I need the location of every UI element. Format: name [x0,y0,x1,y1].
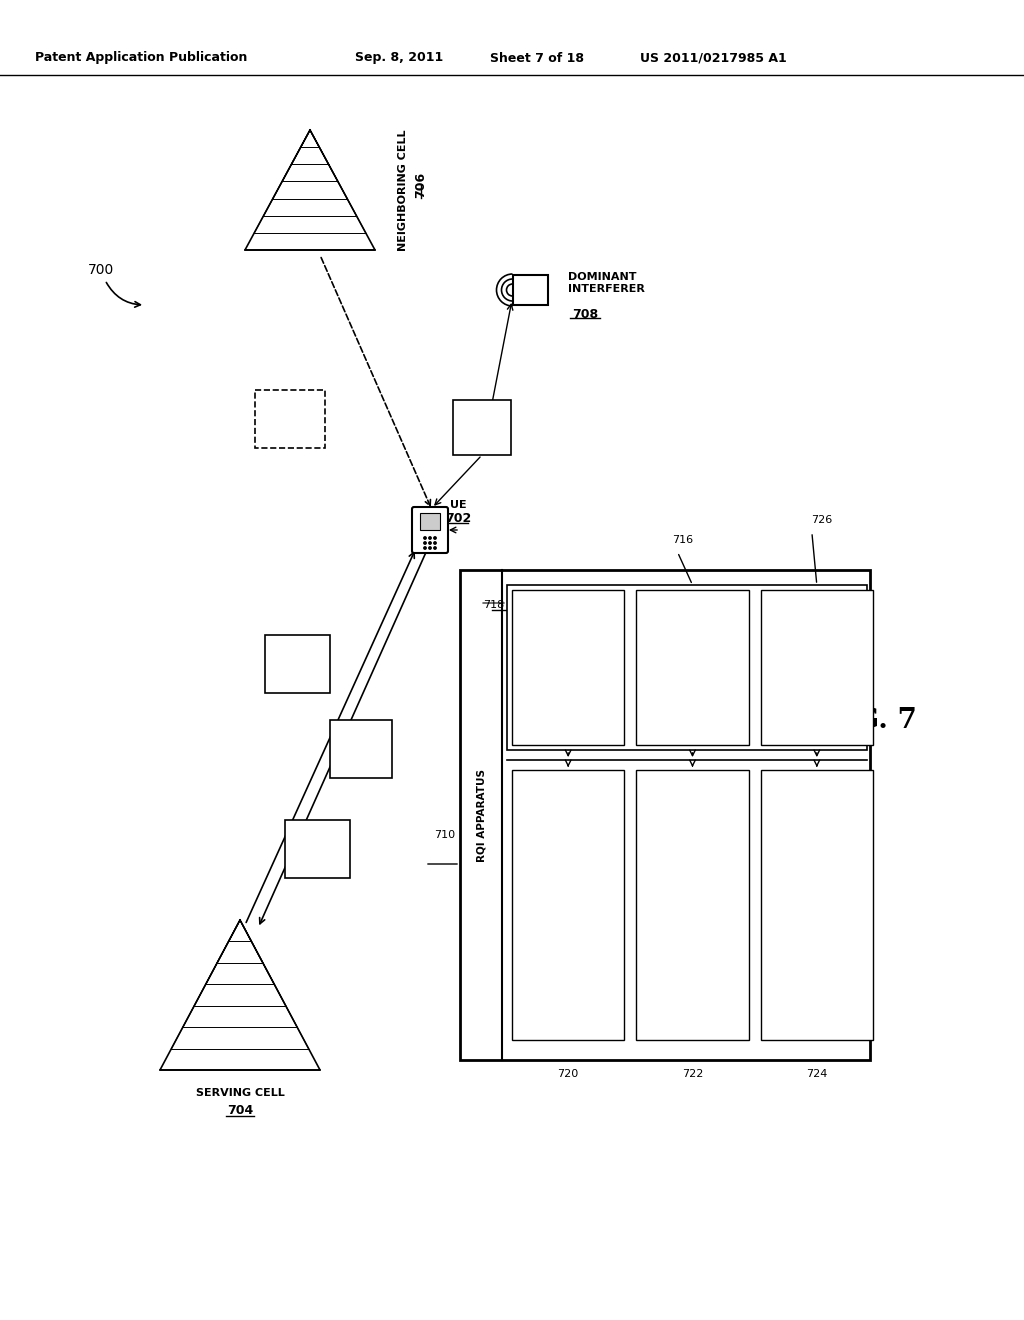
Bar [636,590,749,744]
Text: 706: 706 [415,172,427,198]
Text: Sheet 7 of 18: Sheet 7 of 18 [490,51,584,65]
Text: 708: 708 [572,308,598,321]
Bar [265,635,330,693]
Text: Sep. 8, 2011: Sep. 8, 2011 [355,51,443,65]
Circle shape [424,541,426,544]
Text: RQI: RQI [287,649,308,660]
Text: Patent Application Publication: Patent Application Publication [35,51,248,65]
Bar [761,770,873,1040]
Circle shape [434,546,436,549]
Text: 728: 728 [469,429,495,442]
Text: SFI-
REQ: SFI- REQ [348,731,374,752]
Text: 720: 720 [557,1069,579,1078]
FancyBboxPatch shape [412,507,449,553]
Bar [512,275,548,305]
Text: 724: 724 [806,1069,827,1078]
Text: NEIGHBORING CELL: NEIGHBORING CELL [398,129,408,251]
Text: 712: 712 [350,766,372,775]
Text: REPORTING
MODULE: REPORTING MODULE [787,895,846,915]
Text: MEMORY: MEMORY [670,663,715,672]
Bar [761,590,873,744]
Text: FIG. 7: FIG. 7 [823,706,916,734]
Text: 722: 722 [682,1069,703,1078]
Text: UE: UE [450,500,466,510]
Text: 716: 716 [672,535,693,545]
Text: DECODING
MODULE: DECODING MODULE [542,895,595,915]
Text: RQI APPARATUS: RQI APPARATUS [476,768,486,862]
Text: ANALYSIS
MODULE: ANALYSIS MODULE [668,895,717,915]
Circle shape [424,546,426,549]
Bar [512,770,625,1040]
Bar [507,585,867,750]
Text: SFI: SFI [472,411,492,421]
Text: RQI-
REQ: RQI- REQ [304,832,331,853]
Text: SPATIAL
INTERFERENCE
MODULE: SPATIAL INTERFERENCE MODULE [779,652,855,682]
Circle shape [434,541,436,544]
Bar [512,590,625,744]
Text: 704: 704 [227,1104,253,1117]
Text: 728A: 728A [272,421,308,434]
Text: 718: 718 [482,601,504,610]
Circle shape [429,537,431,539]
Text: 714: 714 [307,865,328,875]
Bar [420,513,440,529]
Text: 702: 702 [444,511,471,524]
Circle shape [424,537,426,539]
Text: SERVING CELL: SERVING CELL [196,1088,285,1098]
Text: 700: 700 [88,263,115,277]
Text: 726: 726 [811,515,833,525]
Circle shape [434,537,436,539]
Bar [460,570,870,1060]
Bar [453,400,511,455]
Text: 710: 710 [434,830,455,840]
Text: DOMINANT
INTERFERER: DOMINANT INTERFERER [568,272,645,293]
Text: US 2011/0217985 A1: US 2011/0217985 A1 [640,51,786,65]
Polygon shape [245,129,375,249]
Bar [330,719,392,777]
Circle shape [429,546,431,549]
Bar [285,820,350,878]
Text: PROCESSOR(
S): PROCESSOR( S) [536,657,601,677]
Polygon shape [160,920,319,1071]
Bar [255,389,325,447]
Circle shape [429,541,431,544]
Bar [636,770,749,1040]
Text: 730: 730 [285,667,310,680]
Text: SFI: SFI [281,403,300,413]
